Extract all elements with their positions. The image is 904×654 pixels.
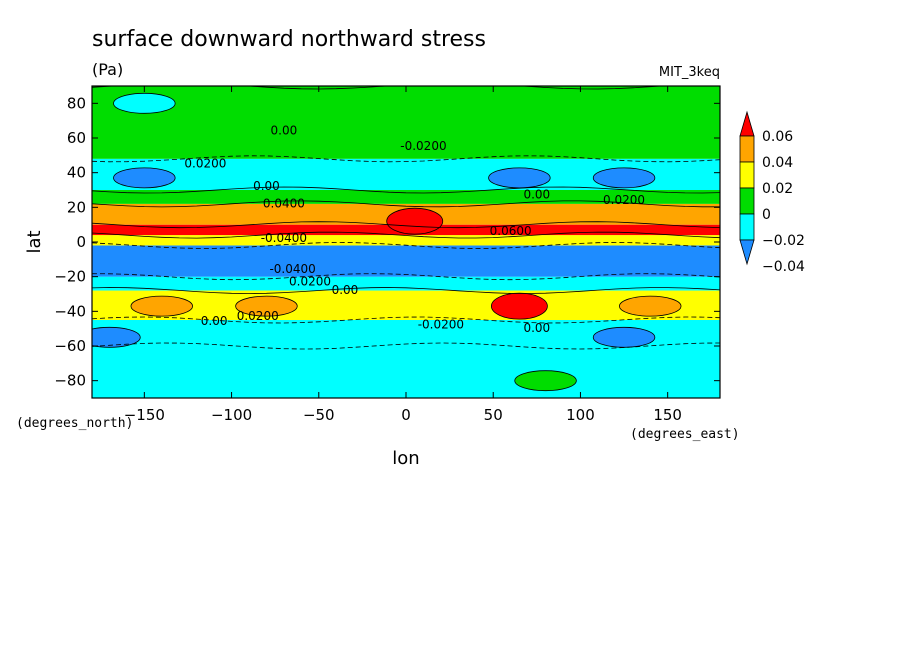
colorbar: 0.06 0.04 0.02 0 −0.02 −0.04	[739, 110, 805, 275]
colorbar-swatch	[739, 135, 755, 163]
contour-label: 0.0200	[184, 156, 226, 170]
contour-label: 0.00	[523, 321, 550, 335]
contour-label: 0.00	[523, 188, 550, 202]
y-tick-label: 0	[76, 233, 86, 251]
y-tick-label: 60	[67, 129, 86, 147]
x-units-label: (degrees_east)	[630, 427, 740, 442]
x-tick-label: 0	[401, 406, 411, 424]
contour-line	[92, 316, 720, 324]
y-tick-label: 40	[67, 164, 86, 182]
field-band	[92, 86, 720, 159]
field-feature	[619, 295, 682, 317]
field-band	[92, 235, 720, 246]
x-tick-label: 150	[653, 406, 682, 424]
field-feature	[386, 207, 444, 235]
contour-label: 0.0200	[289, 274, 331, 288]
colorbar-label: 0	[762, 207, 771, 223]
colorbar-label: 0.04	[762, 155, 793, 171]
y-tick-label: −80	[54, 372, 86, 390]
y-tick-label: −20	[54, 268, 86, 286]
field-band	[92, 245, 720, 277]
field-feature	[113, 92, 176, 114]
contour-line	[92, 242, 720, 249]
colorbar-label: −0.02	[762, 233, 805, 249]
field-feature	[490, 292, 548, 320]
y-units-label: (degrees_north)	[16, 416, 133, 431]
contour-label: 0.00	[271, 124, 298, 138]
field-feature	[235, 295, 298, 317]
contour-line	[92, 186, 720, 194]
colorbar-label: 0.06	[762, 129, 793, 145]
colorbar-swatch	[739, 213, 755, 241]
plot-field	[92, 86, 720, 398]
x-axis-label: lon	[392, 448, 419, 469]
field-feature	[592, 326, 656, 348]
colorbar-extend-top	[739, 110, 755, 137]
field-band	[92, 190, 720, 204]
field-feature	[514, 370, 577, 392]
contour-label: 0.0600	[490, 224, 532, 238]
y-tick-label: 20	[67, 198, 86, 216]
contour-label: -0.0400	[261, 231, 307, 245]
colorbar-label: 0.02	[762, 181, 793, 197]
contour-line	[92, 155, 720, 163]
field-band	[92, 346, 720, 398]
contour-lines	[92, 86, 720, 350]
y-axis-label: lat	[24, 230, 45, 253]
contour-label: 0.00	[332, 283, 359, 297]
contour-label: -0.0200	[418, 318, 464, 332]
contour-line	[92, 287, 720, 294]
contour-line	[92, 342, 720, 350]
x-tick-label: −150	[124, 406, 165, 424]
y-tick-label: −60	[54, 337, 86, 355]
chart-title: surface downward northward stress	[92, 27, 486, 52]
contour-line	[92, 231, 720, 239]
units-label: (Pa)	[92, 60, 123, 79]
colorbar-label: −0.04	[762, 259, 805, 275]
contour-line	[92, 200, 720, 208]
field-feature	[488, 167, 551, 189]
contour-label: 0.0200	[237, 309, 279, 323]
contour-label: 0.00	[201, 314, 228, 328]
x-tick-label: −100	[211, 406, 252, 424]
contour-line	[92, 273, 720, 281]
contour-line	[92, 86, 667, 90]
field-feature	[592, 167, 656, 189]
field-feature	[113, 167, 176, 189]
contour-label: 0.00	[253, 179, 280, 193]
axes: −150 −100 −50 0 50 100 150 −80 −60 −40 −20 0 20 40 60 8…	[54, 86, 720, 424]
colorbar-swatch	[739, 187, 755, 215]
field-band	[92, 290, 720, 320]
contour-label: 0.0400	[263, 196, 305, 210]
field-feature	[130, 295, 193, 317]
contour-line	[92, 221, 720, 229]
field-band	[92, 276, 720, 291]
x-tick-label: 100	[566, 406, 595, 424]
model-label: MIT_3keq	[659, 65, 720, 80]
contour-label: -0.0400	[269, 262, 315, 276]
contour-label: 0.0200	[603, 193, 645, 207]
x-tick-label: 50	[484, 406, 503, 424]
y-tick-label: 80	[67, 94, 86, 112]
x-tick-label: −50	[303, 406, 335, 424]
contour-label: -0.0200	[400, 139, 446, 153]
y-tick-label: −40	[54, 302, 86, 320]
colorbar-extend-bottom	[739, 239, 755, 266]
field-feature	[92, 326, 141, 348]
colorbar-swatch	[739, 161, 755, 189]
